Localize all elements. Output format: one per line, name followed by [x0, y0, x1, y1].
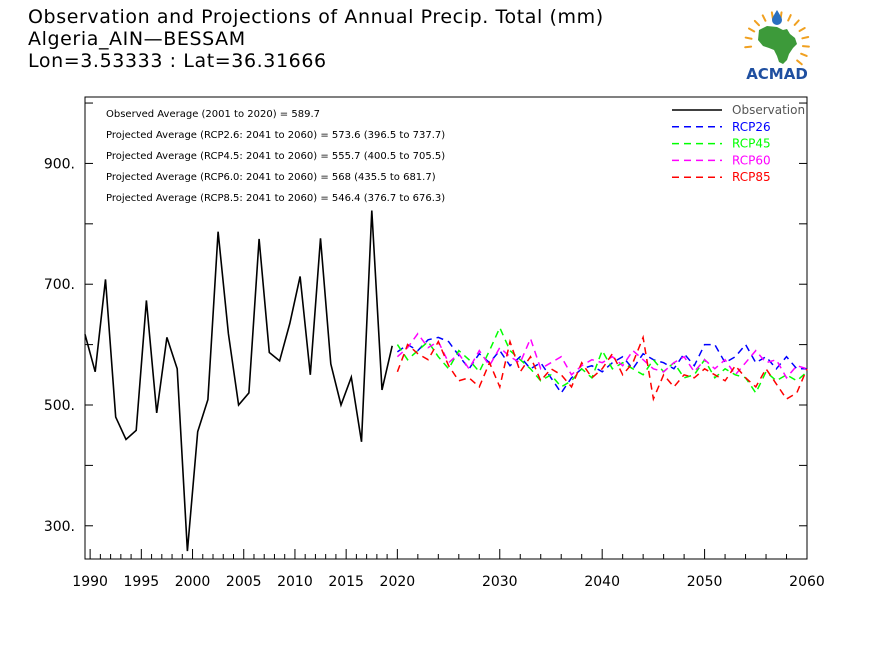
annotation-text: Projected Average (RCP8.5: 2041 to 2060)…: [106, 193, 445, 204]
logo-ray: [787, 14, 792, 22]
chart-title: Observation and Projections of Annual Pr…: [28, 6, 604, 28]
x-tick-label: 2010: [277, 574, 313, 590]
series-line-observation: [84, 210, 393, 552]
x-tick-label: 2020: [380, 574, 416, 590]
station-name: Algeria_AIN—BESSAM: [28, 28, 246, 50]
logo-ray: [744, 36, 753, 40]
logo-ray: [801, 35, 810, 40]
x-tick-label: 2015: [328, 574, 364, 590]
africa-map-icon: ACMAD: [744, 10, 810, 83]
legend-label-rcp26: RCP26: [732, 120, 771, 134]
acmad-logo: ACMAD: [737, 8, 817, 84]
y-axis-tick-labels: 300. 500. 700. 900.: [44, 156, 75, 534]
logo-ray: [770, 11, 774, 20]
x-axis-tick-labels: 1990 1995 2000 2005 2010 2015 2020 2030 2040 2050…: [72, 574, 825, 590]
y-tick-label: 300.: [44, 519, 75, 535]
logo-ray: [800, 52, 808, 57]
series-line-rcp26: [396, 336, 807, 395]
y-tick-label: 900.: [44, 156, 75, 172]
logo-ray: [744, 45, 753, 49]
y-tick-label: 500.: [44, 398, 75, 414]
logo-ray: [761, 14, 767, 22]
legend: Observation RCP26 RCP45 RCP60 RCP85: [672, 103, 805, 184]
annotation-text: Observed Average (2001 to 2020) = 589.7: [106, 109, 320, 120]
annotation-text: Projected Average (RCP6.0: 2041 to 2060)…: [106, 172, 436, 183]
x-tick-label: 2050: [687, 574, 723, 590]
series-lines: [84, 210, 808, 552]
x-tick-label: 1995: [124, 574, 160, 590]
logo-text: ACMAD: [746, 65, 808, 83]
x-tick-label: 2040: [584, 574, 620, 590]
plot-frame: [84, 96, 808, 560]
station-coordinates: Lon=3.53333 : Lat=36.31666: [28, 50, 327, 72]
x-tick-label: 2000: [175, 574, 211, 590]
title-block: Observation and Projections of Annual Pr…: [28, 6, 604, 72]
legend-label-rcp45: RCP45: [732, 137, 771, 151]
series-line-rcp85: [396, 334, 808, 402]
annotation-text: Projected Average (RCP4.5: 2041 to 2060)…: [106, 151, 445, 162]
legend-label-rcp60: RCP60: [732, 153, 771, 167]
series-line-rcp45: [396, 325, 808, 395]
y-tick-label: 700.: [44, 277, 75, 293]
plot-frame-rect: [84, 96, 808, 560]
axis-ticks: [85, 102, 808, 559]
logo-ray: [796, 59, 803, 66]
x-tick-label: 2030: [482, 574, 518, 590]
logo-ray: [753, 19, 761, 27]
x-tick-label: 1990: [72, 574, 108, 590]
legend-label-rcp85: RCP85: [732, 170, 771, 184]
logo-ray: [793, 19, 800, 26]
logo-ray: [798, 27, 806, 33]
legend-label-observation: Observation: [732, 103, 805, 117]
annotations: Observed Average (2001 to 2020) = 589.7 P…: [106, 109, 445, 204]
logo-ray: [747, 27, 756, 33]
x-tick-label: 2005: [226, 574, 262, 590]
annotation-text: Projected Average (RCP2.6: 2041 to 2060)…: [106, 130, 445, 141]
x-tick-label: 2060: [789, 574, 825, 590]
